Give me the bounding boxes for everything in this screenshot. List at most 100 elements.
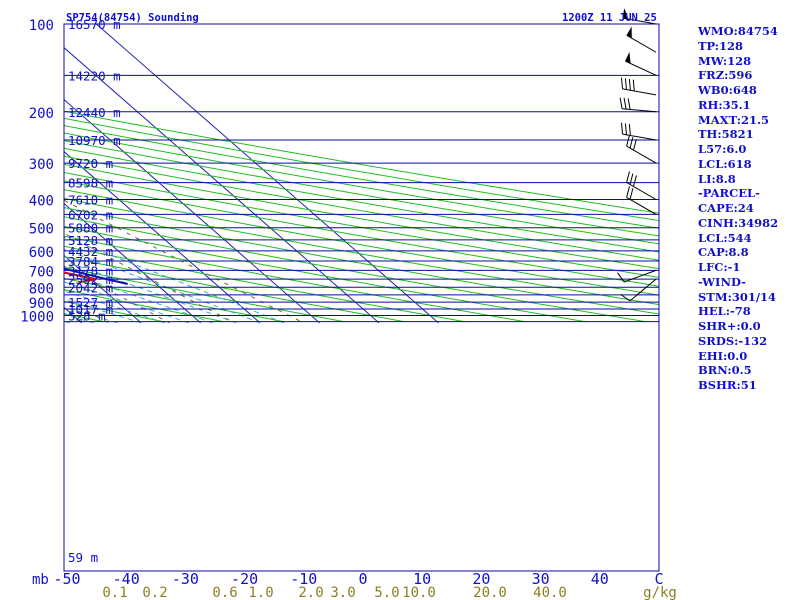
index-line: LCL:618: [698, 156, 752, 171]
wind-barb-flag: [621, 122, 623, 135]
wind-barb-staff: [626, 34, 657, 53]
plot-frame: [63, 23, 660, 572]
height-tick-label: 7610 m: [68, 193, 113, 208]
dry-adiabat: [64, 235, 526, 323]
index-line: CINH:34982: [698, 215, 779, 230]
dry-adiabat: [64, 155, 659, 261]
mixing-ratio-line: [64, 265, 170, 324]
mixing-ratio-line: [64, 297, 110, 324]
wind-barb: [626, 26, 657, 53]
index-line: -WIND-: [698, 274, 746, 289]
dry-adiabat: [64, 117, 659, 222]
dry-adiabat: [64, 125, 659, 229]
wind-barb-flag: [624, 123, 627, 135]
height-tick-label: 5880 m: [68, 221, 113, 236]
height-tick-label: 3784 m: [68, 254, 113, 269]
height-tick-label: 9720 m: [68, 156, 113, 171]
index-line: SRDS:-132: [698, 333, 768, 348]
index-line: LI:8.8: [698, 171, 736, 186]
wind-barb-flag: [633, 175, 637, 187]
height-tick-label: 4432 m: [68, 244, 113, 259]
dry-adiabat: [64, 180, 659, 287]
wind-barb: [621, 77, 657, 96]
chart-title: SP754(84754) Sounding: [66, 12, 199, 24]
mixing-ratio-tick-label: 10.0: [402, 585, 436, 600]
pressure-tick-label: 700: [29, 264, 54, 280]
height-tick-label: 59 m: [68, 550, 98, 565]
height-tick-label: 1527 m: [68, 295, 113, 310]
moist-adiabat: [64, 249, 261, 324]
isotherm-line: [0, 11, 22, 323]
wind-barb: [617, 269, 657, 283]
wind-barb-staff: [622, 88, 657, 96]
wind-barb-flag: [629, 188, 634, 200]
mixing-ratio-tick-label: 20.0: [473, 585, 507, 600]
wind-barb-flag: [628, 78, 631, 91]
wind-barb-flag: [621, 77, 623, 89]
mixing-ratio-tick-label: 1.0: [248, 585, 273, 600]
index-line: WMO:84754: [698, 24, 778, 38]
dry-adiabat: [64, 207, 659, 315]
mixing-ratio-tick-label: 40.0: [533, 585, 567, 600]
wind-barb-staff: [623, 269, 657, 283]
index-line: FRZ:596: [698, 68, 753, 83]
pressure-tick-label: 500: [29, 222, 54, 238]
height-tick-label: 16570 m: [68, 17, 121, 32]
wind-barb-flag: [624, 78, 627, 90]
wind-barb-staff: [629, 278, 657, 302]
index-line: EHI:0.0: [698, 348, 748, 363]
dry-adiabat: [64, 289, 224, 323]
index-line: TP:128: [698, 38, 744, 53]
moist-adiabat: [0, 105, 22, 323]
index-line: CAPE:24: [698, 201, 754, 215]
index-line: BSHR:51: [698, 378, 757, 392]
pressure-tick-label: 600: [29, 245, 54, 261]
mixing-ratio-tick-label: 3.0: [330, 585, 355, 600]
index-line: BRN:0.5: [698, 363, 752, 378]
wind-barb: [626, 186, 657, 215]
isotherm-line: [95, 24, 439, 324]
wind-barb-staff: [626, 196, 657, 215]
dry-adiabat: [64, 189, 659, 296]
wind-barb: [619, 97, 657, 113]
height-tick-label: 10970 m: [68, 133, 121, 148]
mixing-ratio-line: [64, 199, 304, 324]
temperature-tick-label: -10: [290, 570, 317, 588]
pressure-tick-label: 900: [29, 296, 54, 312]
pressure-tick-label: 1000: [20, 310, 54, 326]
height-tick-label: 2042 m: [68, 280, 113, 295]
wind-barb-flag: [623, 97, 627, 110]
moist-adiabat: [64, 271, 213, 324]
dry-adiabat: [64, 110, 659, 214]
wind-barb-flag: [619, 97, 623, 109]
chart-time: 1200Z 11 JUN 25: [562, 12, 657, 24]
temperature-tick-label: 30: [532, 570, 550, 588]
index-line: CAP:8.8: [698, 245, 749, 260]
mixing-ratio-tick-label: g/kg: [643, 585, 677, 600]
index-line: -PARCEL-: [698, 186, 760, 201]
temperature-tick-label: 0: [358, 570, 367, 588]
index-line: HEL:-78: [698, 304, 751, 319]
wind-barb-flag: [626, 171, 630, 183]
index-line: L57:6.0: [698, 142, 747, 156]
temperature-tick-label: 20: [472, 570, 490, 588]
temperature-tick-label: -40: [113, 570, 140, 588]
pressure-tick-label: 300: [29, 157, 54, 173]
temperature-tick-label: -50: [53, 570, 80, 588]
wind-barb-staff: [622, 133, 657, 141]
height-tick-label: 12440 m: [68, 105, 121, 120]
wind-barbs: [617, 8, 657, 302]
index-line: WB0:648: [698, 83, 757, 97]
wind-barb-flag: [626, 186, 630, 198]
wind-barb-flag: [617, 272, 625, 283]
height-tick-label: 528 m: [68, 309, 106, 324]
height-tick-label: 2592 m: [68, 272, 113, 287]
dry-adiabat: [64, 140, 659, 245]
wind-barb-staff: [624, 60, 657, 76]
wind-barb-flag: [628, 124, 631, 136]
temperature-tick-label: 10: [413, 570, 431, 588]
height-tick-label: 3178 m: [68, 263, 113, 278]
dry-adiabat: [64, 256, 405, 323]
